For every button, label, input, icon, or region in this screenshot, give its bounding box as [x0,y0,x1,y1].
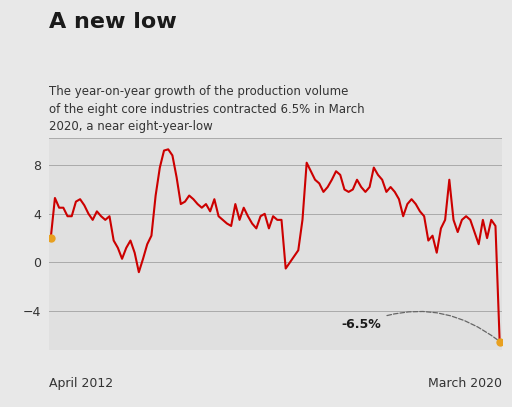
Text: -6.5%: -6.5% [342,311,498,340]
Text: A new low: A new low [49,12,177,32]
Text: April 2012: April 2012 [49,376,113,389]
Text: The year-on-year growth of the production volume
of the eight core industries co: The year-on-year growth of the productio… [49,85,364,133]
Text: March 2020: March 2020 [428,376,502,389]
